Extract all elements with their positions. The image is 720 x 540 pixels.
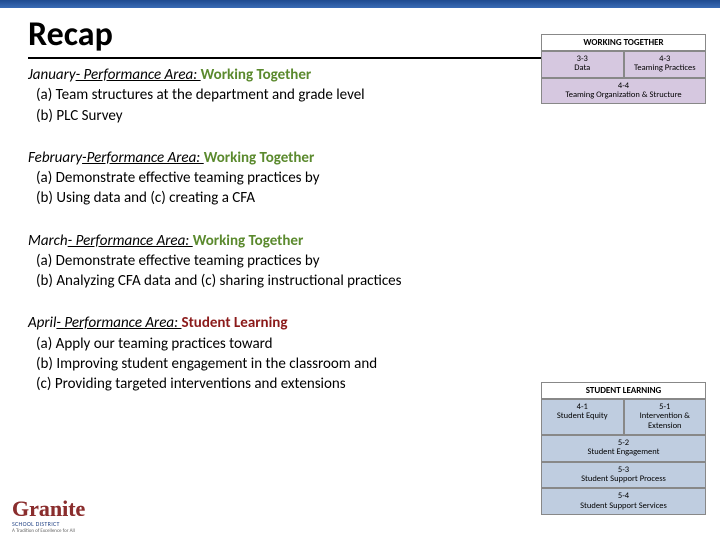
- list-item: (b) Analyzing CFA data and (c) sharing i…: [28, 271, 692, 291]
- section-header: February-Performance Area: Working Toget…: [28, 148, 692, 168]
- diagram-cell: 4-4 Teaming Organization & Structure: [541, 78, 706, 105]
- month-label: February: [28, 149, 82, 167]
- diagram-row: 3-3 Data 4-3 Teaming Practices: [541, 51, 706, 78]
- diagram-cell: 5-4 Student Support Services: [541, 488, 706, 515]
- area-value: Working Together: [193, 232, 304, 250]
- cell-text: Student Equity: [544, 412, 621, 421]
- diagram-working-together: WORKING TOGETHER 3-3 Data 4-3 Teaming Pr…: [541, 34, 706, 104]
- list-item: (b) PLC Survey: [28, 106, 692, 126]
- section-header: March- Performance Area: Working Togethe…: [28, 231, 692, 251]
- month-label: January: [28, 66, 76, 84]
- diagram-row: 5-3 Student Support Process: [541, 462, 706, 489]
- diagram-cell: 4-3 Teaming Practices: [624, 51, 707, 78]
- list-item: (a) Demonstrate effective teaming practi…: [28, 168, 692, 188]
- area-prefix: - Performance Area:: [56, 314, 181, 332]
- area-prefix: - Performance Area:: [68, 232, 193, 250]
- diagram-row: 4-1 Student Equity 5-1 Intervention & Ex…: [541, 399, 706, 435]
- diagram-cell: 5-1 Intervention & Extension: [624, 399, 707, 435]
- top-accent-bar: [0, 0, 720, 8]
- diagram-row: 4-4 Teaming Organization & Structure: [541, 78, 706, 105]
- section-header: April- Performance Area: Student Learnin…: [28, 313, 692, 333]
- diagram-cell: 5-2 Student Engagement: [541, 435, 706, 462]
- logo-main: Granite: [12, 498, 92, 520]
- area-prefix: - Performance Area:: [76, 66, 201, 84]
- diagram-title: WORKING TOGETHER: [541, 34, 706, 51]
- diagram-cell: 5-3 Student Support Process: [541, 462, 706, 489]
- list-item: (a) Apply our teaming practices toward: [28, 334, 692, 354]
- diagram-row: 5-2 Student Engagement: [541, 435, 706, 462]
- month-label: March: [28, 232, 68, 250]
- cell-text: Student Support Process: [544, 475, 703, 484]
- area-value: Working Together: [201, 66, 312, 84]
- area-value: Student Learning: [181, 314, 287, 332]
- list-item: (b) Using data and (c) creating a CFA: [28, 188, 692, 208]
- area-value: Working Together: [204, 149, 315, 167]
- section-march: March- Performance Area: Working Togethe…: [28, 231, 692, 292]
- cell-text: Student Engagement: [544, 448, 703, 457]
- granite-logo: Granite SCHOOL DISTRICT A Tradition of E…: [12, 498, 92, 534]
- area-prefix: -Performance Area:: [82, 149, 204, 167]
- diagram-cell: 4-1 Student Equity: [541, 399, 624, 435]
- cell-text: Data: [544, 64, 621, 73]
- month-label: April: [28, 314, 56, 332]
- list-item: (b) Improving student engagement in the …: [28, 354, 692, 374]
- cell-text: Student Support Services: [544, 502, 703, 511]
- diagram-student-learning: STUDENT LEARNING 4-1 Student Equity 5-1 …: [541, 382, 706, 515]
- cell-text: Teaming Organization & Structure: [544, 91, 703, 100]
- list-item: (a) Demonstrate effective teaming practi…: [28, 251, 692, 271]
- logo-sub: SCHOOL DISTRICT: [12, 520, 92, 528]
- logo-sub2: A Tradition of Excellence for All: [12, 528, 92, 534]
- cell-text: Teaming Practices: [627, 64, 704, 73]
- cell-text: Intervention & Extension: [627, 412, 704, 431]
- section-february: February-Performance Area: Working Toget…: [28, 148, 692, 209]
- diagram-cell: 3-3 Data: [541, 51, 624, 78]
- diagram-title: STUDENT LEARNING: [541, 382, 706, 399]
- diagram-row: 5-4 Student Support Services: [541, 488, 706, 515]
